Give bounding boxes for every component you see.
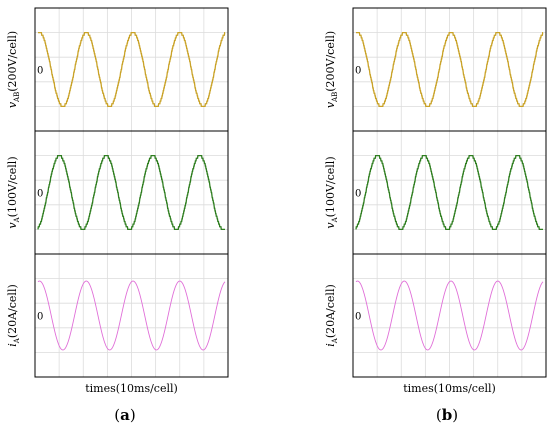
series-line	[38, 31, 226, 108]
subplot-2: 0 vA(100V/cell)	[6, 130, 229, 255]
panel-label: (a)	[114, 406, 135, 424]
y-axis-label: iA(20A/cell)	[6, 284, 21, 347]
y-label-var: v	[324, 101, 337, 108]
x-axis-label: times(10ms/cell)	[85, 382, 178, 395]
panel-b: 0vAB(200V/cell)0vA(100V/cell)0iA(20A/cel…	[324, 7, 547, 424]
y-label-sub: AB	[331, 92, 339, 103]
y-label-unit: (200V/cell)	[6, 31, 19, 92]
y-label-var: v	[6, 222, 19, 229]
y-label-unit: (20A/cell)	[6, 284, 19, 338]
subplot-2: 0 vA(100V/cell)	[324, 130, 547, 255]
panel-label-open: (	[436, 406, 442, 424]
subplot-frame	[34, 253, 229, 378]
y-axis-label: vAB(200V/cell)	[6, 31, 21, 108]
y-tick-label: 0	[355, 312, 361, 323]
y-label-var: i	[324, 343, 337, 347]
y-tick-label: 0	[37, 312, 43, 323]
y-label-sub: A	[331, 337, 339, 344]
panel-a: 0vAB(200V/cell)0vA(100V/cell)0iA(20A/cel…	[6, 7, 229, 424]
y-label-sub: A	[331, 216, 339, 223]
y-label-unit: (100V/cell)	[6, 156, 19, 217]
y-label-unit: (20A/cell)	[324, 284, 337, 338]
y-axis-label: vA(100V/cell)	[6, 156, 21, 228]
panel-label-letter: b	[442, 406, 453, 424]
y-tick-label: 0	[355, 189, 361, 200]
panel-label-letter: a	[120, 406, 130, 424]
subplot-3: 0 iA(20A/cell)	[6, 253, 229, 378]
panel-label-close: )	[452, 406, 458, 424]
panel-label: (b)	[436, 406, 458, 424]
x-axis-label: times(10ms/cell)	[403, 382, 496, 395]
y-tick-label: 0	[37, 66, 43, 77]
y-label-unit: (100V/cell)	[324, 156, 337, 217]
y-label-var: i	[6, 343, 19, 347]
y-tick-label: 0	[37, 189, 43, 200]
subplot-1: 0 vAB(200V/cell)	[324, 7, 547, 132]
y-axis-label: vAB(200V/cell)	[324, 31, 339, 108]
series-line	[355, 280, 544, 351]
y-tick-label: 0	[355, 66, 361, 77]
series-line	[356, 31, 544, 108]
subplot-frame	[352, 253, 547, 378]
subplot-3: 0 iA(20A/cell)	[324, 253, 547, 378]
subplot-1: 0 vAB(200V/cell)	[6, 7, 229, 132]
panel-label-open: (	[114, 406, 120, 424]
y-label-sub: A	[13, 216, 21, 223]
series-line	[37, 280, 226, 351]
y-label-var: v	[324, 222, 337, 229]
y-label-unit: (200V/cell)	[324, 31, 337, 92]
y-label-sub: A	[13, 337, 21, 344]
panel-label-close: )	[130, 406, 136, 424]
y-axis-label: iA(20A/cell)	[324, 284, 339, 347]
series-line	[355, 154, 543, 231]
series-line	[37, 154, 225, 231]
y-label-sub: AB	[13, 92, 21, 103]
y-axis-label: vA(100V/cell)	[324, 156, 339, 228]
y-label-var: v	[6, 101, 19, 108]
